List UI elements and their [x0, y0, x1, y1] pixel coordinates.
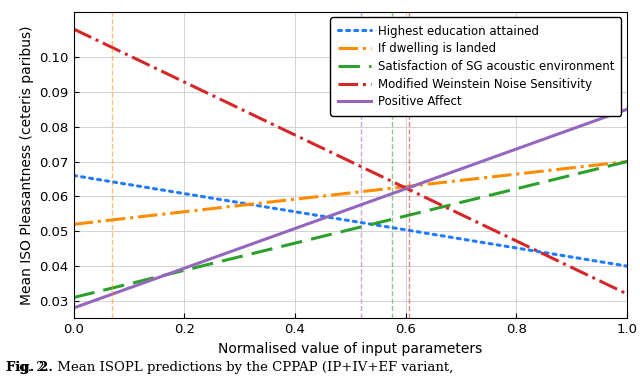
Text: Fig. 2.: Fig. 2.	[6, 361, 53, 374]
Text: Fig. 2.  Mean ISOPL predictions by the CPPAP (IP+IV+EF variant,: Fig. 2. Mean ISOPL predictions by the CP…	[6, 361, 454, 374]
Y-axis label: Mean ISO Pleasantness (ceteris paribus): Mean ISO Pleasantness (ceteris paribus)	[20, 25, 34, 305]
Legend: Highest education attained, If dwelling is landed, Satisfaction of SG acoustic e: Highest education attained, If dwelling …	[330, 17, 621, 115]
X-axis label: Normalised value of input parameters: Normalised value of input parameters	[218, 342, 483, 356]
